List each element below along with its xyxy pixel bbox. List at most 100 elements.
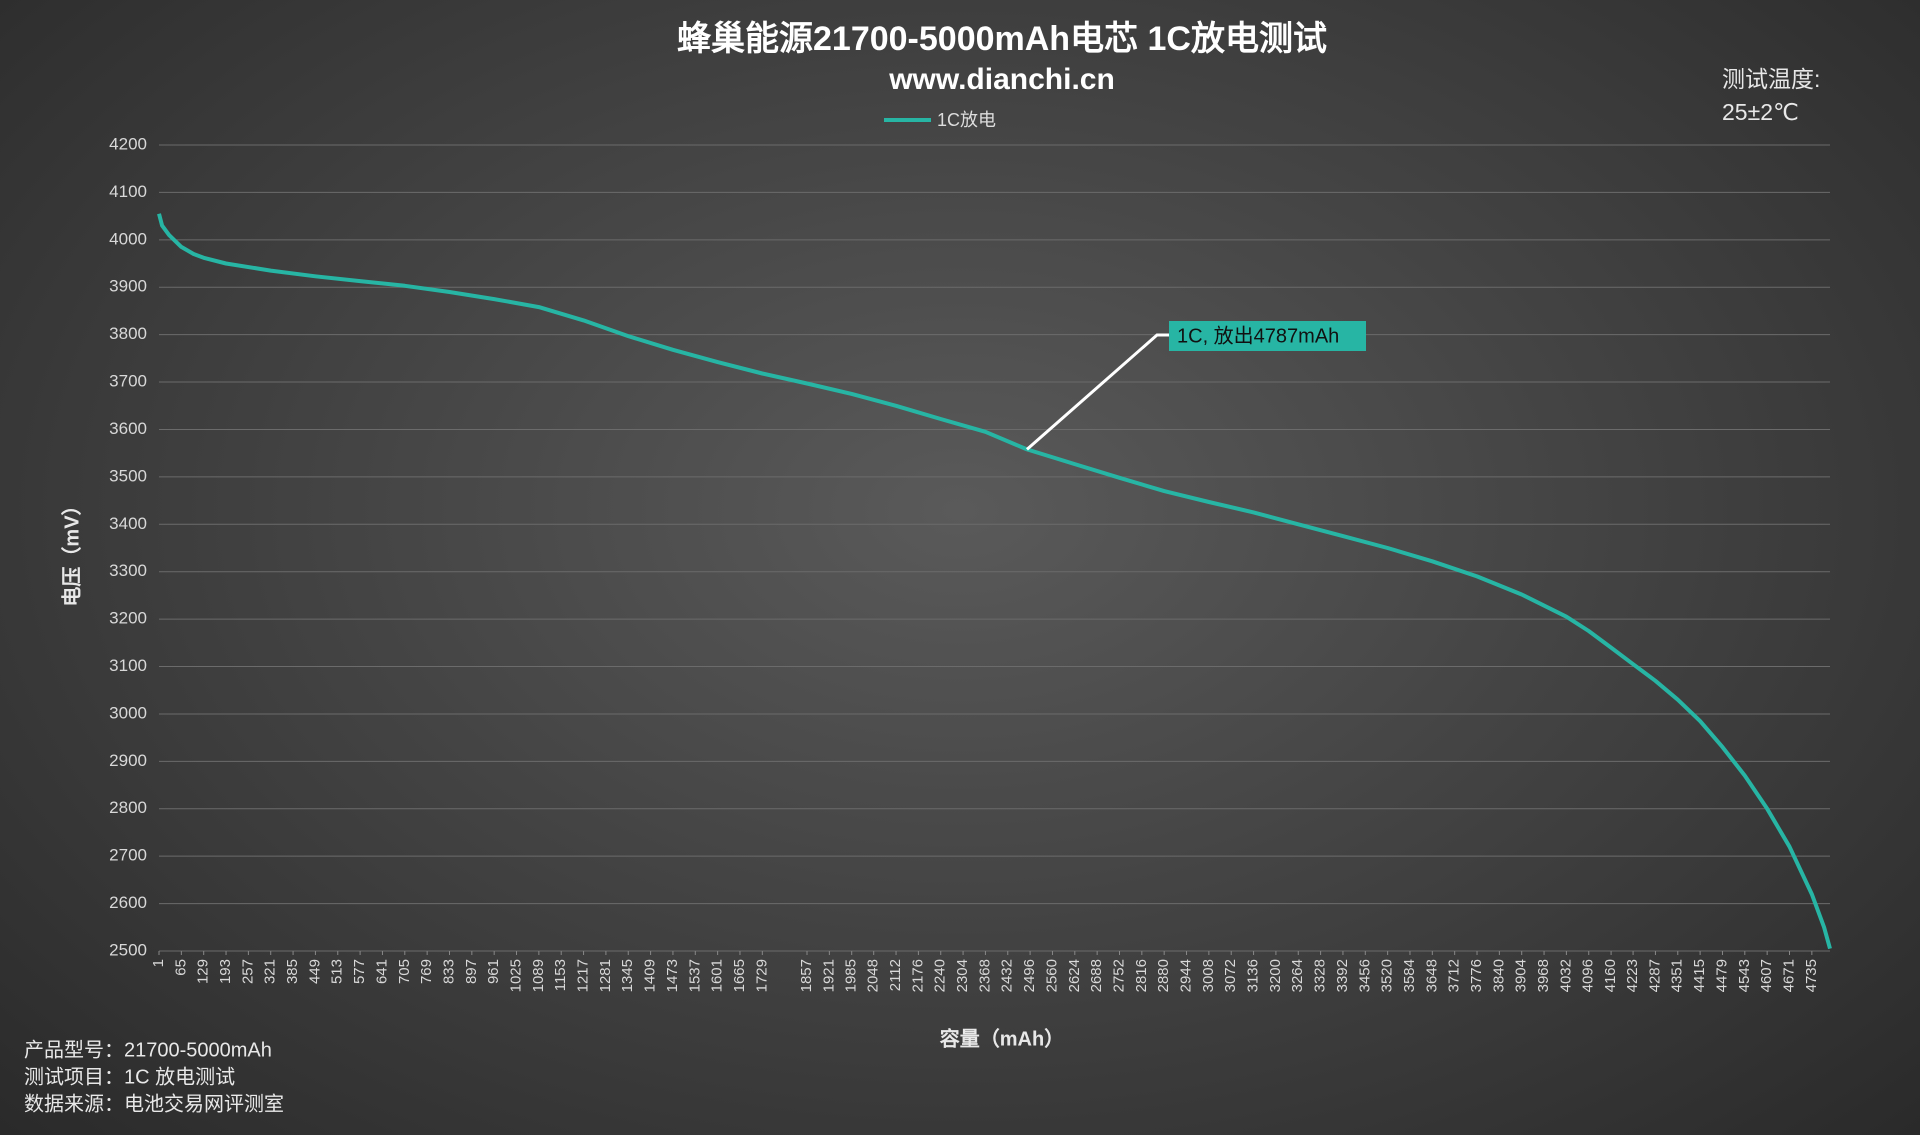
x-tick-label: 65 bbox=[172, 959, 189, 976]
x-tick-label: 3968 bbox=[1535, 959, 1552, 992]
y-tick-label: 2600 bbox=[109, 893, 147, 912]
x-tick-label: 1153 bbox=[552, 959, 569, 991]
y-tick-label: 3100 bbox=[109, 656, 147, 675]
x-tick-label: 1217 bbox=[575, 959, 592, 992]
y-tick-label: 2700 bbox=[109, 846, 147, 865]
annotation-text: 1C, 放出4787mAh bbox=[1177, 324, 1339, 347]
y-tick-label: 4100 bbox=[109, 182, 147, 201]
legend-label: 1C放电 bbox=[937, 110, 996, 130]
y-tick-label: 2500 bbox=[109, 940, 147, 959]
y-tick-label: 3600 bbox=[109, 419, 147, 438]
x-tick-label: 3584 bbox=[1401, 959, 1418, 992]
x-tick-label: 3648 bbox=[1423, 959, 1440, 992]
x-tick-label: 2048 bbox=[865, 959, 882, 992]
x-tick-label: 4671 bbox=[1780, 959, 1797, 992]
x-tick-label: 321 bbox=[262, 959, 279, 984]
note: 数据来源：电池交易网评测室 bbox=[24, 1092, 284, 1115]
x-tick-label: 833 bbox=[440, 959, 457, 984]
x-tick-label: 2240 bbox=[932, 959, 949, 992]
x-tick-label: 3264 bbox=[1289, 959, 1306, 992]
x-tick-label: 4351 bbox=[1669, 959, 1686, 992]
x-tick-label: 1473 bbox=[664, 959, 681, 992]
x-tick-label: 129 bbox=[195, 959, 212, 984]
x-tick-label: 1537 bbox=[686, 959, 703, 992]
annotation-box bbox=[1169, 321, 1366, 351]
x-tick-label: 1921 bbox=[820, 959, 837, 992]
y-axis-label: 电压（mV） bbox=[60, 495, 83, 606]
x-tick-label: 257 bbox=[239, 959, 256, 984]
x-tick-label: 3200 bbox=[1267, 959, 1284, 992]
y-tick-label: 3700 bbox=[109, 372, 147, 391]
x-tick-label: 385 bbox=[284, 959, 301, 984]
note: 测试项目：1C 放电测试 bbox=[24, 1065, 235, 1088]
x-tick-label: 3712 bbox=[1446, 959, 1463, 992]
x-tick-label: 3072 bbox=[1222, 959, 1239, 992]
x-tick-label: 1857 bbox=[798, 959, 815, 992]
x-tick-label: 897 bbox=[463, 959, 480, 984]
annotation-leader bbox=[1025, 333, 1169, 451]
x-tick-label: 2304 bbox=[954, 959, 971, 992]
temperature: 25±2℃ bbox=[1722, 99, 1799, 125]
x-axis-label: 容量（mAh） bbox=[940, 1026, 1064, 1050]
x-tick-label: 3456 bbox=[1356, 959, 1373, 992]
y-tick-label: 4000 bbox=[109, 229, 147, 248]
y-tick-label: 3000 bbox=[109, 703, 147, 722]
x-tick-label: 3520 bbox=[1379, 959, 1396, 992]
x-tick-label: 1729 bbox=[753, 959, 770, 992]
note: 产品型号：21700-5000mAh bbox=[24, 1038, 272, 1061]
x-tick-label: 3136 bbox=[1245, 959, 1262, 992]
x-tick-label: 1 bbox=[150, 959, 167, 967]
x-tick-label: 2880 bbox=[1155, 959, 1172, 992]
y-tick-label: 3800 bbox=[109, 324, 147, 343]
y-tick-label: 3400 bbox=[109, 514, 147, 533]
y-tick-label: 3300 bbox=[109, 561, 147, 580]
x-tick-label: 4032 bbox=[1557, 959, 1574, 992]
x-tick-label: 2176 bbox=[909, 959, 926, 992]
y-tick-label: 4200 bbox=[109, 134, 147, 153]
y-tick-label: 2800 bbox=[109, 798, 147, 817]
y-tick-label: 3900 bbox=[109, 277, 147, 296]
x-tick-label: 1409 bbox=[642, 959, 659, 992]
x-tick-label: 4415 bbox=[1691, 959, 1708, 992]
x-tick-label: 4543 bbox=[1736, 959, 1753, 992]
x-tick-label: 3008 bbox=[1200, 959, 1217, 992]
x-tick-label: 1345 bbox=[619, 959, 636, 992]
x-tick-label: 2560 bbox=[1043, 959, 1060, 992]
x-tick-label: 2944 bbox=[1177, 959, 1194, 992]
x-tick-label: 4735 bbox=[1803, 959, 1820, 992]
x-tick-label: 577 bbox=[351, 959, 368, 984]
x-tick-label: 1665 bbox=[731, 959, 748, 992]
x-tick-label: 4223 bbox=[1624, 959, 1641, 992]
x-tick-label: 2624 bbox=[1066, 959, 1083, 992]
x-tick-label: 2112 bbox=[887, 959, 904, 991]
y-tick-label: 2900 bbox=[109, 751, 147, 770]
x-tick-label: 2432 bbox=[999, 959, 1016, 992]
x-tick-label: 513 bbox=[329, 959, 346, 984]
x-tick-label: 3328 bbox=[1312, 959, 1329, 992]
x-tick-label: 3392 bbox=[1334, 959, 1351, 992]
x-tick-label: 2816 bbox=[1133, 959, 1150, 992]
x-tick-label: 1089 bbox=[530, 959, 547, 992]
x-tick-label: 4287 bbox=[1646, 959, 1663, 992]
x-tick-label: 4160 bbox=[1602, 959, 1619, 992]
y-tick-label: 3200 bbox=[109, 609, 147, 628]
chart-title: 蜂巢能源21700-5000mAh电芯 1C放电测试 bbox=[677, 20, 1327, 58]
x-tick-label: 1601 bbox=[709, 959, 726, 992]
data-line bbox=[157, 213, 1832, 950]
x-tick-label: 3776 bbox=[1468, 959, 1485, 992]
x-tick-label: 1985 bbox=[843, 959, 860, 992]
x-tick-label: 1281 bbox=[597, 959, 614, 992]
x-tick-label: 769 bbox=[418, 959, 435, 984]
x-tick-label: 4479 bbox=[1713, 959, 1730, 992]
x-tick-label: 2496 bbox=[1021, 959, 1038, 992]
x-tick-label: 2752 bbox=[1110, 959, 1127, 992]
x-tick-label: 1025 bbox=[507, 959, 524, 992]
x-tick-label: 641 bbox=[373, 959, 390, 984]
y-tick-label: 3500 bbox=[109, 466, 147, 485]
x-tick-label: 4096 bbox=[1580, 959, 1597, 992]
x-tick-label: 3840 bbox=[1490, 959, 1507, 992]
x-tick-label: 961 bbox=[485, 959, 502, 984]
x-tick-label: 3904 bbox=[1513, 959, 1530, 992]
x-tick-label: 2368 bbox=[976, 959, 993, 992]
